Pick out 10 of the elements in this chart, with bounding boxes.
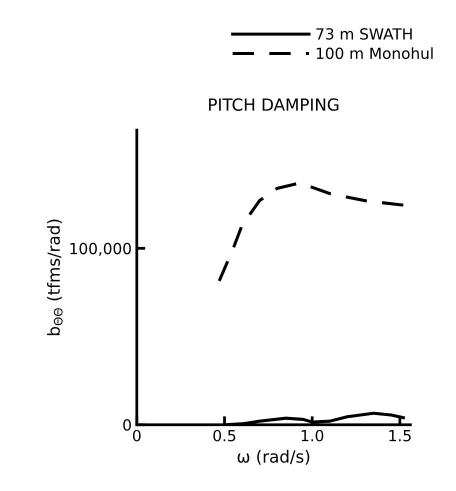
chart-title: PITCH DAMPING: [209, 98, 338, 111]
x-axis-title: ω (rad/s): [238, 450, 310, 465]
legend-label: 100 m Monohul: [316, 47, 433, 60]
x-tick-label: 0: [132, 430, 141, 442]
x-tick-label: 1.5: [389, 430, 411, 442]
y-tick-label: 100,000: [70, 242, 131, 256]
x-tick-label: 0.5: [213, 430, 236, 442]
x-tick-label: 1.0: [302, 430, 324, 442]
legend-label: 73 m SWATH: [316, 28, 412, 40]
y-axis-title: b$_{ΘΘ}$ (tfms/rad): [47, 220, 63, 336]
